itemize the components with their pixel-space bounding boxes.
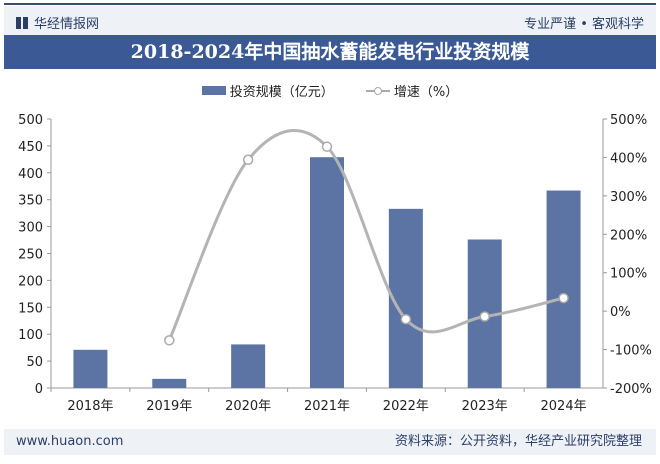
bar-2022年: [388, 208, 423, 388]
bar-2019年: [152, 378, 187, 388]
legend-swatch-line: [365, 87, 390, 95]
growth-point: [479, 311, 490, 322]
x-tick-label: 2020年: [225, 399, 271, 414]
left-tick-label: 500: [18, 113, 43, 128]
left-tick-label: 250: [18, 248, 43, 263]
brand-slogan: 专业严谨 • 客观科学: [524, 17, 644, 32]
right-tick-label: 500%: [610, 113, 647, 128]
legend-label: 投资规模（亿元）: [229, 85, 334, 100]
growth-point: [164, 335, 175, 346]
right-tick-label: -100%: [610, 344, 652, 359]
brand-bar: [4, 6, 656, 35]
bar-2018年: [73, 349, 108, 388]
footer: www.huaon.com 资料来源：公开资料，华经产业研究院整理: [4, 429, 656, 455]
left-tick-label: 450: [18, 140, 43, 155]
right-tick-label: 0%: [610, 305, 631, 320]
logo-icon: [16, 17, 28, 29]
legend-label: 增速（%）: [393, 85, 459, 100]
brand-name: 华经情报网: [34, 17, 100, 32]
legend-item-line: 增速（%）: [365, 81, 459, 100]
growth-point: [321, 141, 333, 152]
x-tick-label: 2019年: [146, 399, 192, 414]
bar-2024年: [546, 190, 581, 388]
right-tick-label: 100%: [610, 267, 647, 282]
right-tick-label: 200%: [610, 228, 647, 243]
right-tick-label: 300%: [610, 190, 647, 205]
x-tick-label: 2022年: [383, 399, 429, 414]
chart-title: 2018-2024年中国抽水蓄能发电行业投资规模: [4, 35, 656, 69]
x-tick-label: 2018年: [67, 399, 113, 414]
left-tick-label: 50: [26, 355, 43, 370]
source-note: 资料来源：公开资料，华经产业研究院整理: [394, 434, 642, 449]
top-rule: [4, 3, 656, 5]
brand-logo: 华经情报网: [16, 13, 99, 32]
left-tick-label: 400: [18, 167, 43, 182]
website-link[interactable]: www.huaon.com: [16, 434, 124, 449]
growth-point: [242, 154, 254, 165]
growth-point: [400, 313, 412, 325]
legend-item-bar: 投资规模（亿元）: [201, 81, 334, 100]
left-tick-label: 100: [18, 328, 43, 343]
right-tick-label: -200%: [610, 382, 652, 397]
left-tick-label: 0: [35, 382, 43, 397]
left-tick-label: 300: [18, 221, 43, 236]
x-tick-label: 2024年: [541, 399, 587, 414]
growth-line: [167, 129, 564, 341]
legend-swatch-bar: [201, 86, 226, 95]
legend: 投资规模（亿元） 增速（%）: [0, 81, 660, 100]
left-tick-label: 150: [18, 301, 43, 316]
bar-2021年: [310, 157, 344, 388]
x-tick-label: 2021年: [304, 399, 350, 414]
right-tick-label: 400%: [610, 151, 647, 166]
growth-point: [558, 292, 569, 304]
x-tick-label: 2023年: [462, 399, 508, 414]
bar-2020年: [231, 344, 266, 388]
left-tick-label: 200: [18, 274, 43, 289]
left-tick-label: 350: [18, 194, 43, 209]
